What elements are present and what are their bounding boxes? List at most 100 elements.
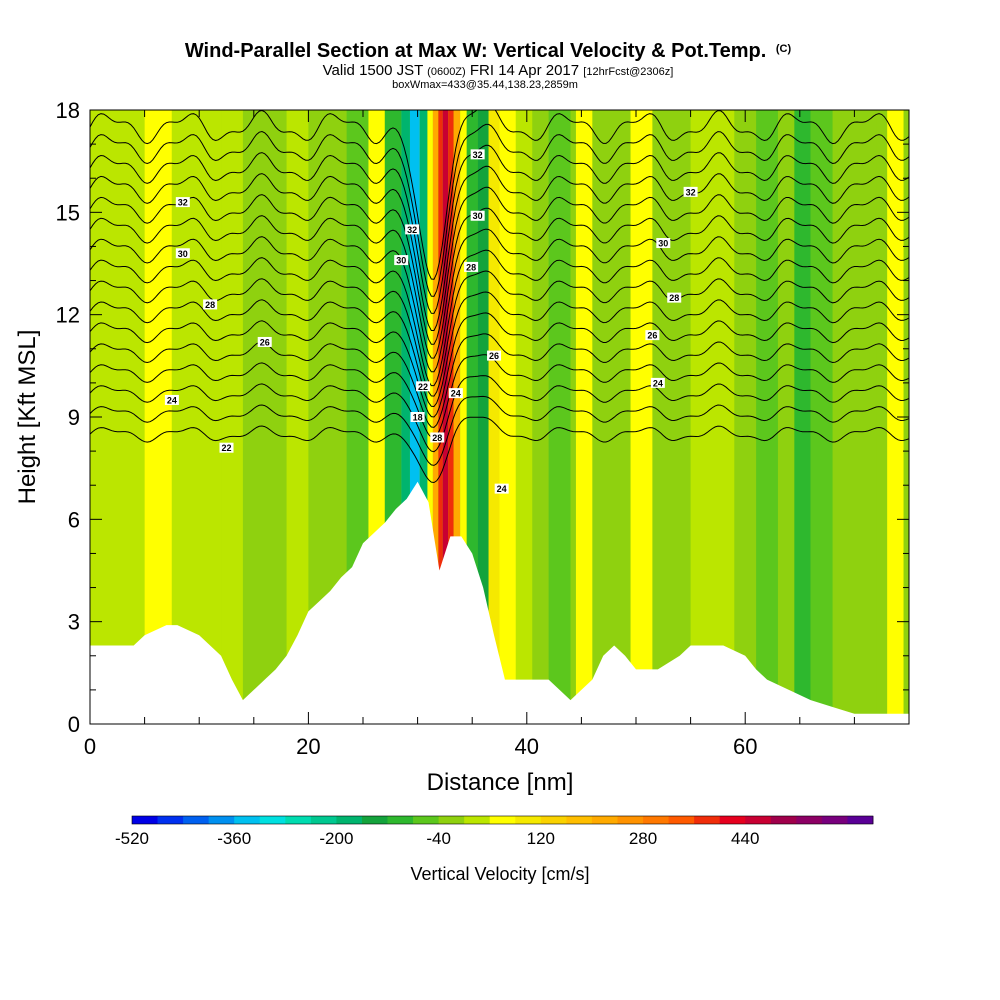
y-tick-label: 9 — [68, 405, 80, 430]
contour-label: 18 — [413, 413, 423, 423]
colorbar-swatch — [361, 816, 388, 824]
contour-label: 26 — [647, 331, 657, 341]
contour-label-box — [470, 149, 485, 160]
contour-label-box — [164, 394, 179, 405]
contour-label: 32 — [473, 150, 483, 160]
isentrope-line — [90, 354, 909, 439]
contour-label: 24 — [653, 378, 663, 388]
contour-labels: 32 30 28 26 24 22 32 30 22 18 28 24 32 30 28 26 24 32 30 28… — [164, 149, 698, 494]
chart-subtitle-box: boxWmax=433@35.44,138.23,2859m — [392, 79, 578, 91]
contour-label-box — [683, 186, 698, 197]
colorbar-swatch — [489, 816, 516, 824]
contour-label-box — [405, 224, 420, 235]
colorbar-tick-labels: -520 -360 -200 -40 120 280 440 — [115, 829, 759, 848]
contour-label: 22 — [418, 382, 428, 392]
contour-label: 28 — [669, 293, 679, 303]
velocity-column — [427, 110, 433, 724]
velocity-column — [221, 110, 243, 724]
velocity-column — [575, 110, 593, 724]
colorbar-tick-label: 120 — [527, 829, 555, 848]
contour-label: 22 — [221, 443, 231, 453]
colorbar-swatch — [643, 816, 669, 824]
colorbar-swatch — [540, 816, 567, 824]
chart-title: Wind-Parallel Section at Max W: Vertical… — [185, 40, 792, 62]
x-tick-label: 60 — [733, 734, 757, 759]
contour-label-box — [650, 377, 665, 388]
velocity-column — [488, 110, 500, 724]
colorbar-swatch — [796, 816, 823, 824]
x-tick-label: 40 — [515, 734, 539, 759]
contour-label: 30 — [178, 249, 188, 259]
y-tick-label: 6 — [68, 507, 80, 532]
contour-label: 30 — [396, 256, 406, 266]
terrain-fill — [90, 481, 909, 724]
velocity-column — [432, 110, 439, 724]
contour-label: 28 — [432, 433, 442, 443]
colorbar-swatch — [310, 816, 337, 824]
contour-label-box — [487, 350, 502, 361]
colorbar-swatch — [464, 816, 491, 824]
contour-label-box — [257, 336, 272, 347]
contour-label-box — [494, 483, 509, 494]
contour-label: 26 — [260, 337, 270, 347]
colorbar-label: Vertical Velocity [cm/s] — [410, 864, 589, 884]
contour-label: 32 — [407, 225, 417, 235]
colorbar-swatch — [566, 816, 593, 824]
velocity-column — [794, 110, 811, 724]
colorbar-swatch — [438, 816, 465, 824]
isentrope-line — [90, 165, 909, 331]
colorbar-swatch — [208, 816, 235, 824]
contour-label-box — [430, 432, 445, 443]
velocity-column — [438, 110, 443, 724]
colorbar-swatch — [413, 816, 440, 824]
y-tick-label: 15 — [56, 200, 80, 225]
contour-label: 28 — [466, 262, 476, 272]
velocity-column — [453, 110, 461, 724]
colorbar-swatch — [515, 816, 542, 824]
colorbar-swatch — [183, 816, 210, 824]
colorbar-swatch — [770, 816, 797, 824]
contour-label: 24 — [451, 389, 461, 399]
x-axis-label: Distance [nm] — [427, 769, 574, 796]
isentrope-line — [90, 228, 909, 373]
velocity-column — [630, 110, 653, 724]
isentrope-line — [90, 110, 909, 280]
chart-title-text: Wind-Parallel Section at Max W: Vertical… — [185, 40, 766, 62]
contour-label-box — [175, 248, 190, 259]
chart-subtitle-valid: Valid 1500 JST (0600Z) FRI 14 Apr 2017 [… — [323, 62, 674, 79]
velocity-column — [756, 110, 778, 724]
colorbar-frame — [131, 815, 874, 825]
velocity-column — [448, 110, 454, 724]
velocity-column — [442, 110, 449, 724]
x-axis-ticks: 0 20 40 60 — [84, 110, 910, 759]
colorbar-swatch — [745, 816, 772, 824]
velocity-column — [690, 110, 735, 724]
contour-label: 24 — [167, 395, 177, 405]
colorbar-tick-label: -360 — [217, 829, 251, 848]
plot-area: 32 30 28 26 24 22 32 30 22 18 28 24 32 30 28 26 24 32 30 28… — [90, 110, 909, 724]
velocity-column — [810, 110, 833, 724]
colorbar-swatch — [719, 816, 746, 824]
colorbar-swatch — [821, 816, 848, 824]
contour-label: 32 — [178, 198, 188, 208]
valid-date-text: FRI 14 Apr 2017 — [470, 62, 579, 79]
chart-title-mark: (C) — [776, 43, 792, 55]
colorbar-swatch — [336, 816, 363, 824]
y-tick-label: 12 — [56, 303, 80, 328]
contour-label-box — [416, 381, 431, 392]
forecast-info-text: [12hrFcst@2306z] — [583, 66, 673, 78]
velocity-column — [171, 110, 222, 724]
colorbar-tick-label: 440 — [731, 829, 759, 848]
contour-label: 26 — [489, 351, 499, 361]
contour-label: 30 — [658, 239, 668, 249]
x-tick-label: 0 — [84, 734, 96, 759]
colorbar-swatch — [847, 816, 874, 824]
isentrope-line — [90, 207, 909, 359]
potential-temperature-contours — [90, 110, 909, 484]
isentrope-line — [90, 395, 909, 466]
colorbar-swatch — [591, 816, 618, 824]
isentrope-line — [90, 186, 909, 345]
colorbar-swatch — [157, 816, 184, 824]
contour-label-box — [464, 261, 479, 272]
